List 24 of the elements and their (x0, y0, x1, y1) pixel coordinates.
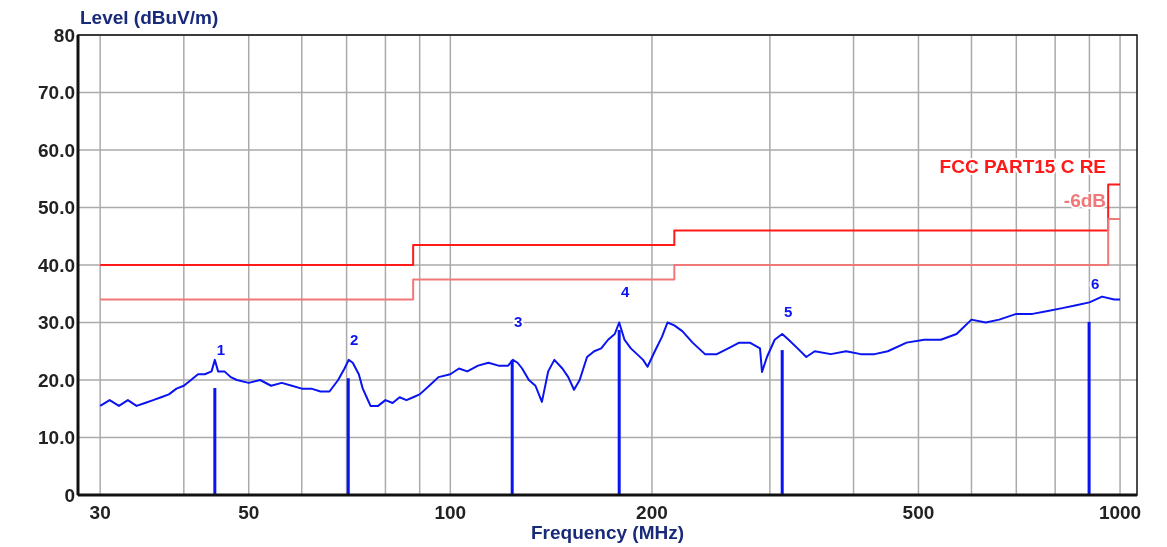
annotation: 5 (784, 303, 793, 321)
x-tick-label: 200 (636, 502, 668, 523)
y-tick-label: 30.0 (38, 312, 75, 334)
y-tick-label: 10.0 (38, 427, 75, 449)
x-tick-label: 50 (238, 502, 260, 523)
y-axis-title: Level (dBuV/m) (80, 7, 219, 28)
annotation: 4 (621, 282, 631, 300)
x-tick-label: 500 (902, 502, 935, 523)
y-tick-label: 60.0 (38, 139, 75, 161)
y-tick-label: 0 (64, 484, 75, 506)
annotation: 2 (350, 331, 359, 349)
y-tick-label: 70.0 (38, 82, 75, 104)
annotation: 6 (1090, 274, 1100, 292)
y-tick-label: 50.0 (38, 197, 75, 219)
series-label: FCC PART15 C RE (939, 155, 1107, 177)
x-tick-label: 1000 (1098, 502, 1142, 523)
y-tick-label: 20.0 (38, 369, 75, 391)
x-tick-label: 100 (434, 502, 467, 523)
y-tick-label: 40.0 (38, 254, 75, 276)
y-tick-label: 80 (53, 24, 75, 46)
x-tick-label: 30 (89, 502, 111, 523)
annotation: 1 (216, 341, 226, 359)
x-axis-title: Frequency (MHz) (530, 522, 685, 543)
annotation: 3 (514, 312, 523, 330)
